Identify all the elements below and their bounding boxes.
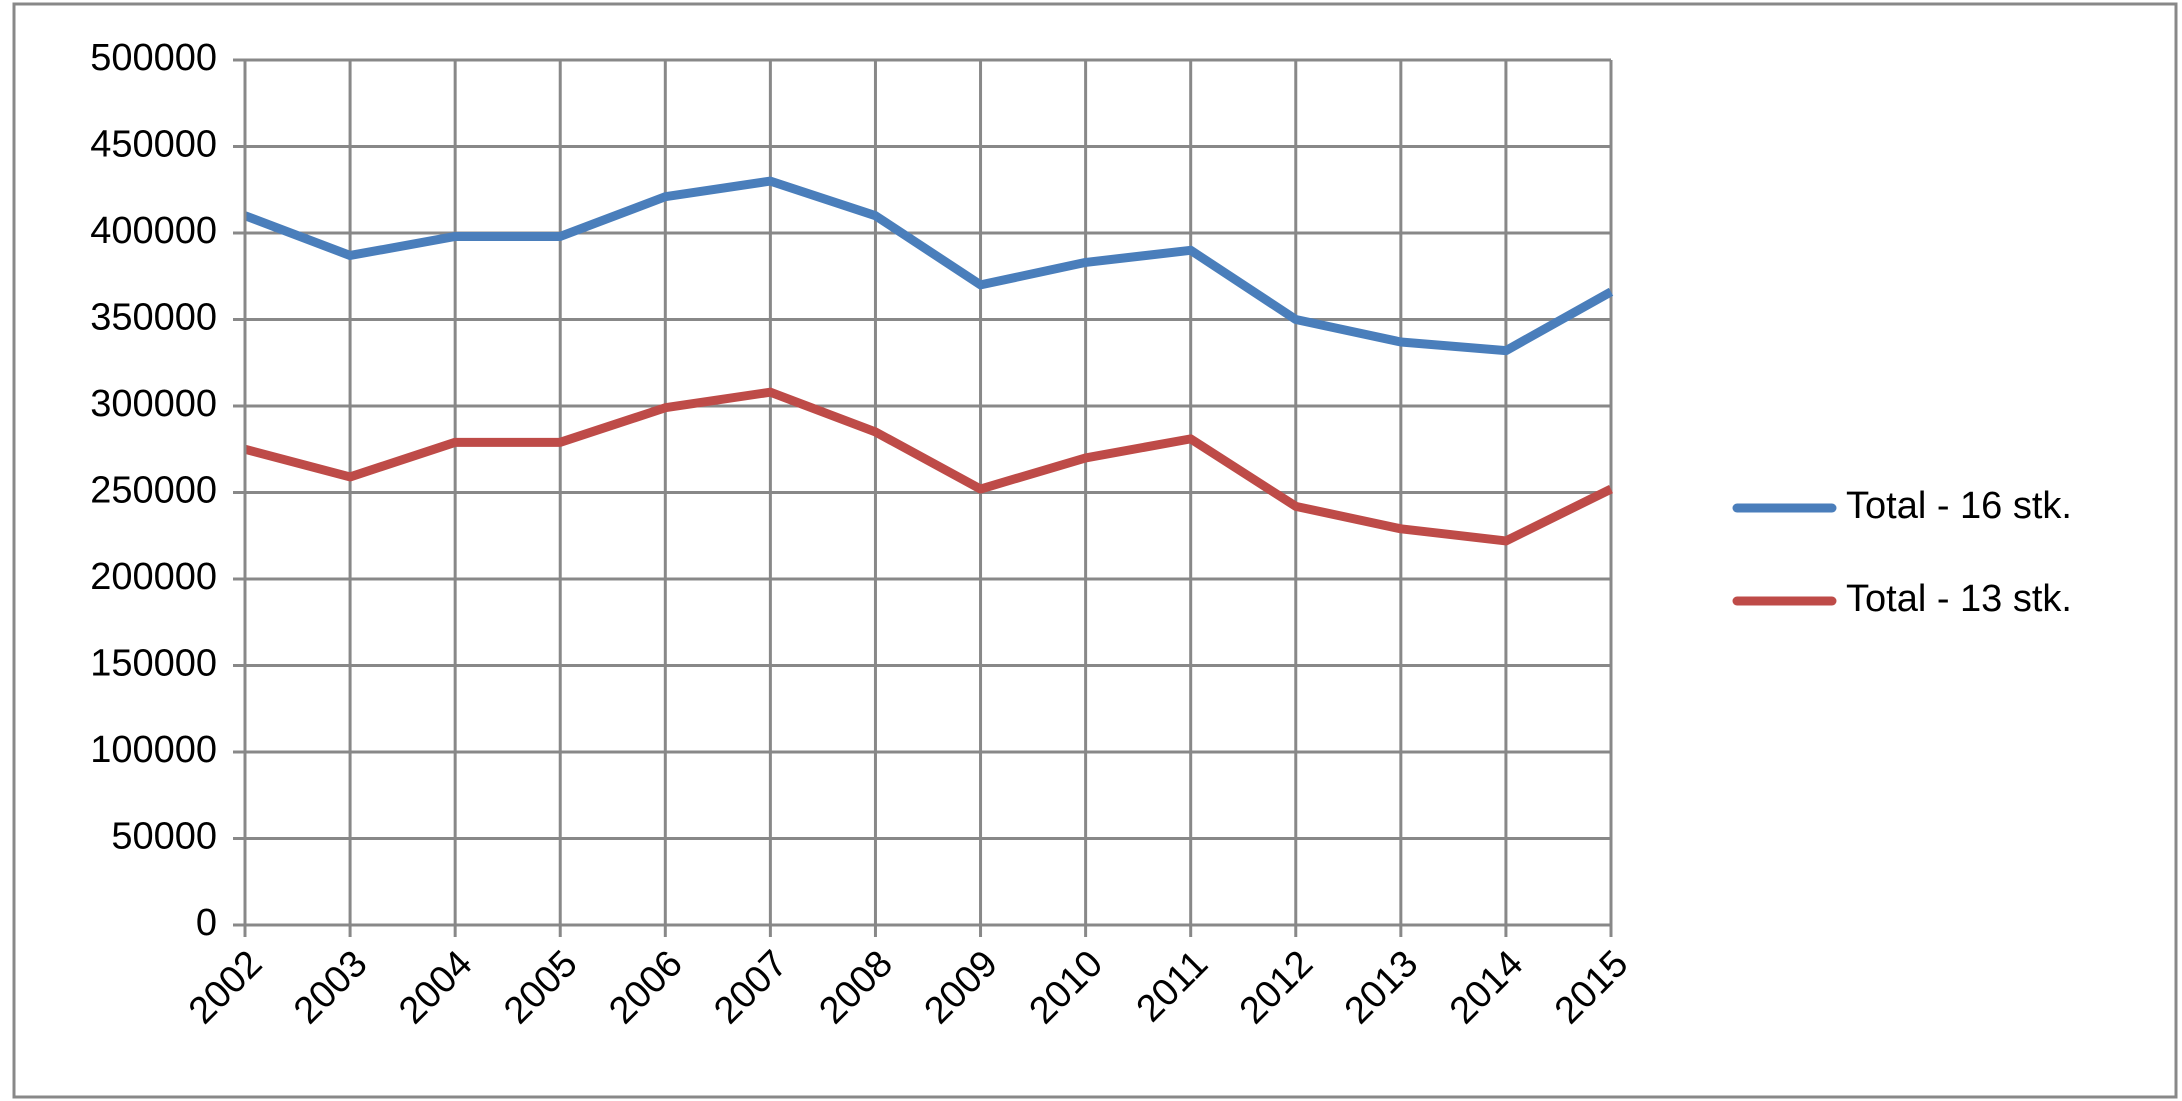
legend-label: Total - 16 stk. bbox=[1846, 485, 2072, 527]
series-line bbox=[243, 387, 1613, 546]
y-tick-label: 500000 bbox=[90, 37, 217, 79]
y-tick-label: 350000 bbox=[90, 297, 217, 339]
legend-label: Total - 13 stk. bbox=[1846, 578, 2072, 620]
y-tick-label: 0 bbox=[196, 902, 217, 944]
y-tick-label: 300000 bbox=[90, 383, 217, 425]
y-tick-label: 200000 bbox=[90, 556, 217, 598]
y-tick-label: 250000 bbox=[90, 470, 217, 512]
y-tick-label: 150000 bbox=[90, 643, 217, 685]
y-tick-label: 400000 bbox=[90, 210, 217, 252]
y-tick-label: 100000 bbox=[90, 729, 217, 771]
series-line bbox=[243, 176, 1614, 356]
plot bbox=[243, 176, 1614, 546]
y-tick-label: 450000 bbox=[90, 124, 217, 166]
y-tick-label: 50000 bbox=[111, 816, 217, 858]
chart-border bbox=[12, 2, 2178, 1099]
